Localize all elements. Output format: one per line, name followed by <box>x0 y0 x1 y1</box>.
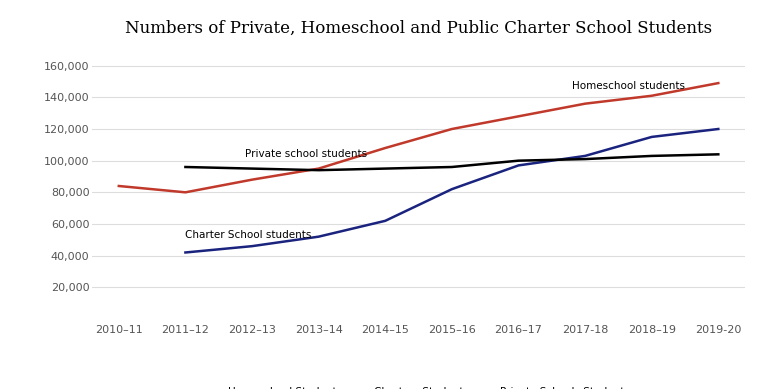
Text: Charter School students: Charter School students <box>185 230 312 240</box>
Text: Private school students: Private school students <box>245 149 368 159</box>
Text: Homeschool students: Homeschool students <box>571 81 685 91</box>
Title: Numbers of Private, Homeschool and Public Charter School Students: Numbers of Private, Homeschool and Publi… <box>125 20 712 37</box>
Legend: Homeschool Students, Charters Students, Private Schools Students: Homeschool Students, Charters Students, … <box>204 382 634 389</box>
